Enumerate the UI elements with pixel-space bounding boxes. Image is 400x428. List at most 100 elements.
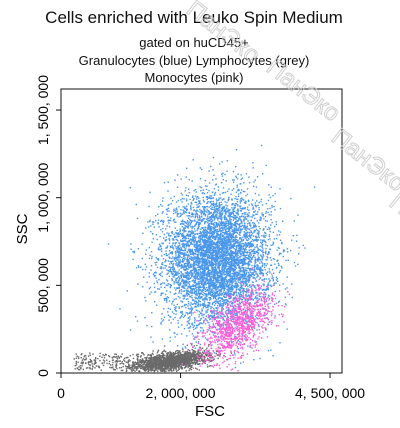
data-point <box>261 265 263 267</box>
data-point <box>168 226 171 228</box>
data-point <box>168 319 170 321</box>
data-point <box>256 267 258 270</box>
data-point <box>226 280 228 282</box>
data-point <box>197 269 199 271</box>
data-point <box>247 237 250 240</box>
data-point <box>239 252 241 254</box>
data-point <box>204 267 206 269</box>
data-point <box>197 324 199 327</box>
data-point <box>214 278 217 281</box>
data-point <box>235 271 237 273</box>
data-point <box>244 260 246 262</box>
data-point <box>192 253 194 255</box>
data-point <box>180 247 183 250</box>
data-point <box>161 200 164 202</box>
data-point <box>196 301 198 304</box>
data-point <box>195 253 197 256</box>
data-point <box>197 257 199 259</box>
data-point <box>202 255 204 258</box>
data-point <box>224 315 226 318</box>
data-point <box>225 249 228 251</box>
data-point <box>186 335 188 337</box>
data-point <box>175 310 178 312</box>
data-point <box>184 274 186 276</box>
data-point <box>210 228 212 230</box>
data-point <box>174 242 176 245</box>
data-point <box>185 208 187 210</box>
data-point <box>251 216 254 218</box>
data-point <box>155 277 157 279</box>
data-point <box>258 258 261 261</box>
data-point <box>259 228 261 230</box>
data-point <box>260 254 262 256</box>
data-point <box>201 258 204 260</box>
data-point <box>249 251 252 254</box>
data-point <box>220 201 222 203</box>
data-point <box>181 260 184 262</box>
data-point <box>233 248 235 250</box>
data-point <box>219 206 221 208</box>
data-point <box>192 159 194 161</box>
data-point <box>172 264 174 266</box>
data-point <box>260 243 263 245</box>
data-point <box>214 215 216 218</box>
data-point <box>235 238 238 241</box>
data-point <box>166 245 169 247</box>
data-point <box>257 229 259 232</box>
data-point <box>175 248 178 250</box>
data-point <box>130 243 132 245</box>
data-point <box>195 277 197 279</box>
data-point <box>192 292 194 295</box>
data-point <box>194 243 196 246</box>
data-point <box>259 219 261 221</box>
data-point <box>195 297 198 299</box>
data-point <box>262 252 264 254</box>
data-point <box>217 336 219 338</box>
data-point <box>268 268 270 270</box>
data-point <box>248 214 250 216</box>
data-point <box>213 301 215 303</box>
data-point <box>245 272 248 274</box>
data-point <box>239 241 241 243</box>
data-point <box>267 211 269 214</box>
data-point <box>237 279 239 282</box>
data-point <box>209 212 211 214</box>
data-point <box>207 201 209 203</box>
data-point <box>271 298 274 301</box>
data-point <box>162 282 164 284</box>
data-point <box>199 273 201 276</box>
data-point <box>193 189 195 192</box>
data-point <box>196 275 198 278</box>
data-point <box>217 186 219 188</box>
data-point <box>171 311 174 313</box>
data-point <box>184 303 186 306</box>
data-point <box>254 250 256 253</box>
data-point <box>257 239 259 241</box>
data-point <box>210 217 212 220</box>
data-point <box>210 257 213 259</box>
data-point <box>213 332 215 334</box>
data-point <box>188 319 190 322</box>
data-point <box>167 204 169 206</box>
data-point <box>189 326 191 329</box>
data-point <box>267 282 270 284</box>
data-point <box>225 230 228 233</box>
data-point <box>167 190 169 192</box>
data-point <box>191 252 193 254</box>
data-point <box>148 276 150 278</box>
data-point <box>184 236 186 238</box>
data-point <box>161 263 163 265</box>
data-point <box>209 220 211 223</box>
data-point <box>233 208 235 210</box>
data-point <box>215 269 218 272</box>
data-point <box>203 192 205 195</box>
data-point <box>228 237 230 239</box>
data-point <box>218 215 220 217</box>
data-point <box>254 271 257 273</box>
data-point <box>214 254 216 256</box>
data-point <box>231 290 233 293</box>
data-point <box>243 235 246 237</box>
data-point <box>174 244 176 247</box>
data-point <box>238 306 240 308</box>
